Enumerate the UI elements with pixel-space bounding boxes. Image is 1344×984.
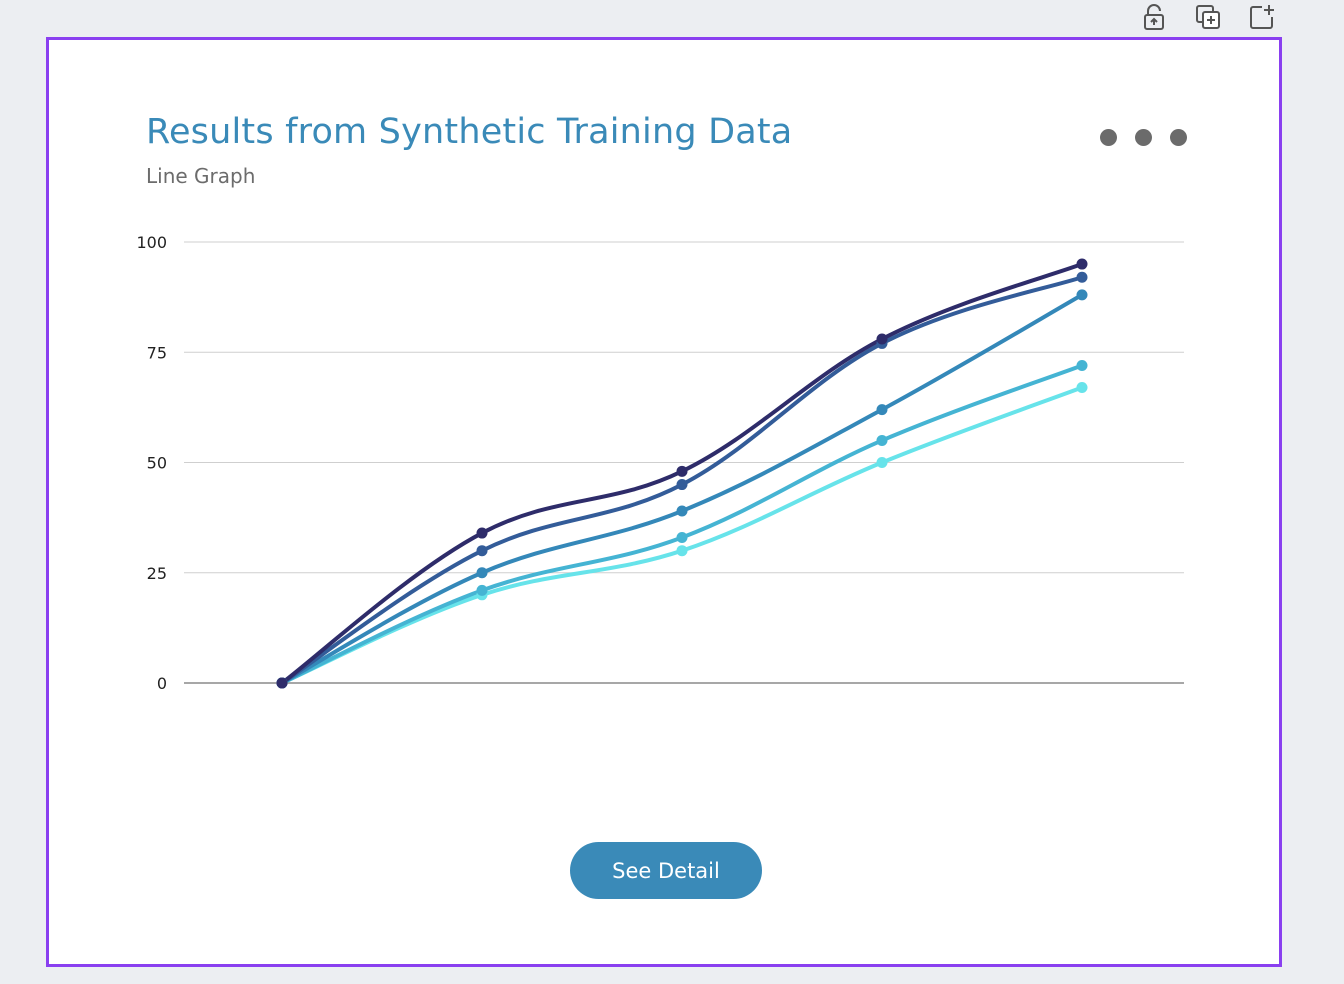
data-point-s5-p1[interactable] <box>276 677 288 689</box>
top-toolbar <box>1138 0 1278 34</box>
add-page-icon[interactable] <box>1246 1 1278 33</box>
series-line-2 <box>280 363 1084 685</box>
data-point-s4-p2[interactable] <box>476 545 488 557</box>
more-options-icon[interactable] <box>1100 129 1187 146</box>
data-point-s2-p2[interactable] <box>476 584 488 596</box>
data-point-s3-p5[interactable] <box>1076 289 1088 301</box>
data-point-s2-p5[interactable] <box>1076 359 1088 371</box>
card-subtitle: Line Graph <box>146 164 256 188</box>
data-point-s3-p3[interactable] <box>676 505 688 517</box>
line-chart: 0 25 50 75 100 <box>136 233 1184 693</box>
data-point-s5-p5[interactable] <box>1076 258 1088 270</box>
menu-dot <box>1170 129 1187 146</box>
card-title: Results from Synthetic Training Data <box>146 112 793 152</box>
y-tick-label: 100 <box>136 233 167 252</box>
menu-dot <box>1135 129 1152 146</box>
menu-dot <box>1100 129 1117 146</box>
data-point-s4-p5[interactable] <box>1076 271 1088 283</box>
data-point-s5-p4[interactable] <box>876 333 888 345</box>
data-point-s1-p3[interactable] <box>676 545 688 557</box>
data-point-s5-p2[interactable] <box>476 527 488 539</box>
duplicate-icon[interactable] <box>1192 1 1224 33</box>
data-point-s2-p4[interactable] <box>876 434 888 446</box>
y-tick-label: 25 <box>147 564 167 583</box>
chart-card-frame[interactable]: Results from Synthetic Training Data Lin… <box>46 37 1282 967</box>
data-point-s3-p2[interactable] <box>476 567 488 579</box>
y-tick-label: 50 <box>147 454 167 473</box>
data-point-s1-p5[interactable] <box>1076 382 1088 394</box>
lock-open-icon[interactable] <box>1138 1 1170 33</box>
data-point-s3-p4[interactable] <box>876 404 888 416</box>
see-detail-button[interactable]: See Detail <box>570 842 762 899</box>
y-tick-label: 75 <box>147 343 167 362</box>
y-tick-label: 0 <box>157 674 167 693</box>
data-point-s4-p3[interactable] <box>676 479 688 491</box>
data-point-s5-p3[interactable] <box>676 465 688 477</box>
data-point-s2-p3[interactable] <box>676 531 688 543</box>
data-point-s1-p4[interactable] <box>876 457 888 468</box>
